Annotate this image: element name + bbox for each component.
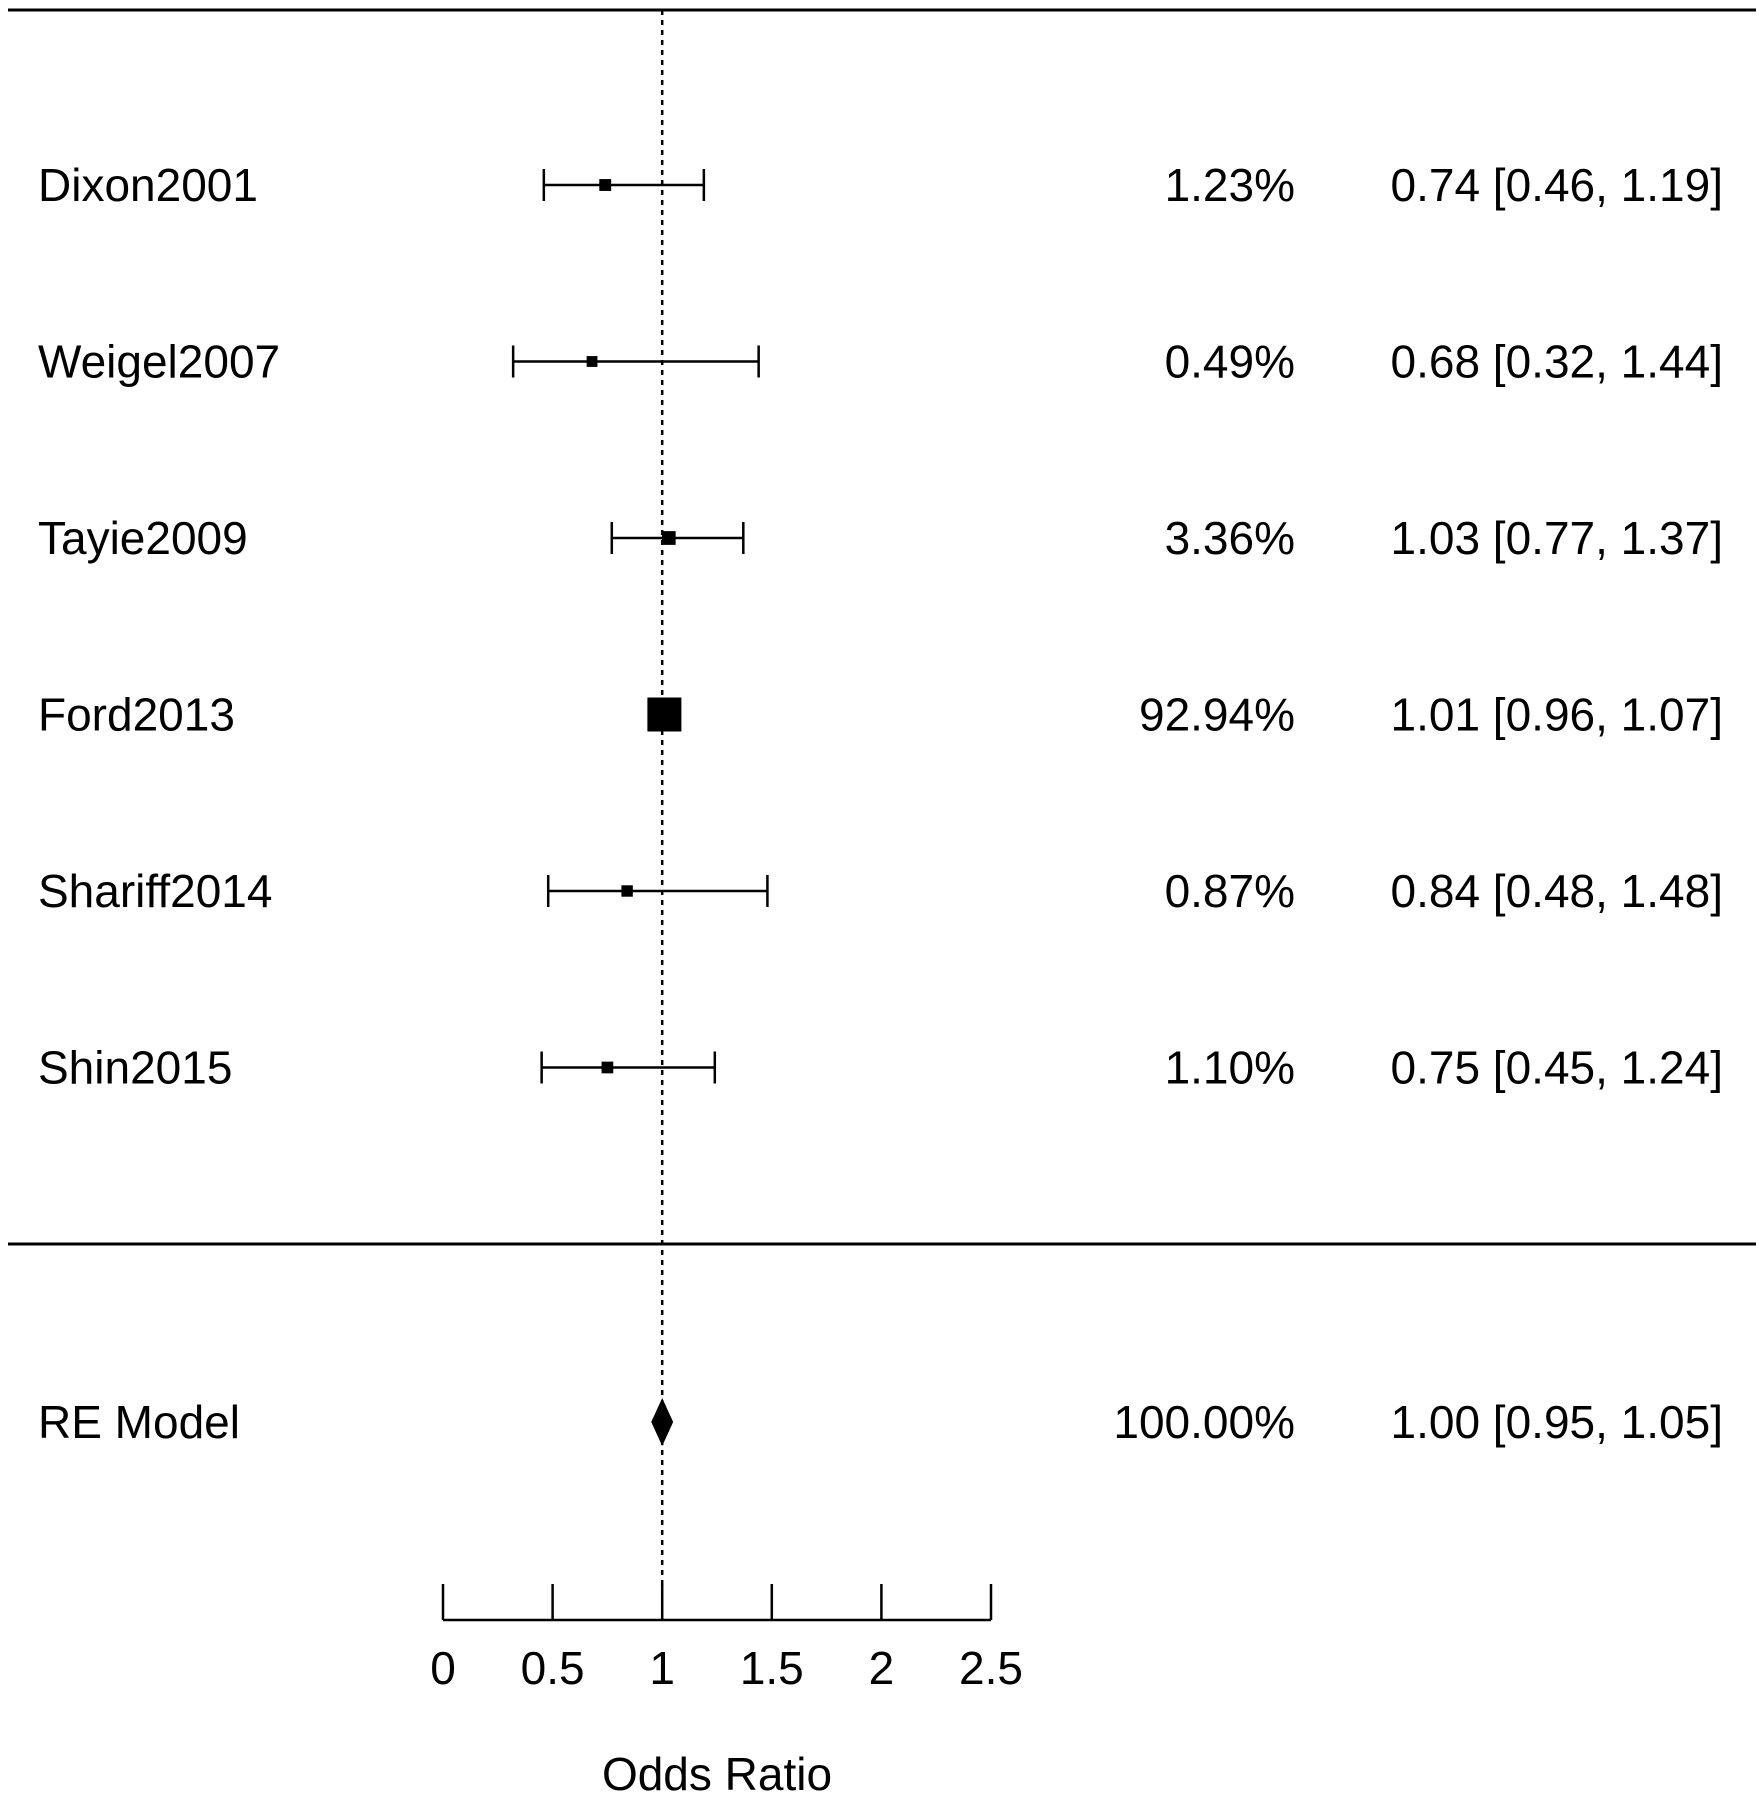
study-row: Tayie2009 3.36% 1.03 [0.77, 1.37] (38, 512, 1723, 564)
effect-square (621, 885, 633, 897)
study-label: Tayie2009 (38, 512, 248, 564)
study-row: Ford2013 92.94% 1.01 [0.96, 1.07] (38, 689, 1723, 741)
study-row: Shariff2014 0.87% 0.84 [0.48, 1.48] (38, 865, 1723, 917)
x-tick-label: 2.5 (959, 1642, 1023, 1694)
x-tick-label: 0.5 (521, 1642, 585, 1694)
weight-label: 1.10% (1165, 1042, 1295, 1094)
study-label: Ford2013 (38, 689, 235, 741)
study-rows: Dixon2001 1.23% 0.74 [0.46, 1.19] Weigel200… (38, 159, 1723, 1094)
ci-label: 1.01 [0.96, 1.07] (1391, 689, 1724, 741)
summary-label: RE Model (38, 1396, 240, 1448)
x-tick-label: 0 (430, 1642, 456, 1694)
study-label: Shariff2014 (38, 865, 272, 917)
effect-square (586, 356, 598, 367)
study-label: Weigel2007 (38, 336, 280, 388)
effect-square (661, 531, 676, 545)
effect-square (599, 179, 612, 191)
study-label: Dixon2001 (38, 159, 258, 211)
ci-label: 0.75 [0.45, 1.24] (1391, 1042, 1724, 1094)
weight-label: 0.87% (1165, 865, 1295, 917)
study-row: Dixon2001 1.23% 0.74 [0.46, 1.19] (38, 159, 1723, 211)
x-tick-label: 1.5 (740, 1642, 804, 1694)
study-row: Weigel2007 0.49% 0.68 [0.32, 1.44] (38, 336, 1723, 388)
ci-label: 0.68 [0.32, 1.44] (1391, 336, 1724, 388)
x-tick-label: 1 (649, 1642, 675, 1694)
ci-label: 0.74 [0.46, 1.19] (1391, 159, 1724, 211)
summary-ci-label: 1.00 [0.95, 1.05] (1391, 1396, 1724, 1448)
effect-square (601, 1061, 614, 1074)
x-axis-label: Odds Ratio (602, 1748, 832, 1800)
weight-label: 0.49% (1165, 336, 1295, 388)
weight-label: 1.23% (1165, 159, 1295, 211)
ci-label: 1.03 [0.77, 1.37] (1391, 512, 1724, 564)
summary-row: RE Model 100.00% 1.00 [0.95, 1.05] (38, 1396, 1723, 1448)
summary-diamond (651, 1398, 674, 1446)
study-label: Shin2015 (38, 1042, 232, 1094)
weight-label: 92.94% (1139, 689, 1295, 741)
weight-label: 3.36% (1165, 512, 1295, 564)
effect-square (647, 697, 682, 732)
x-tick-label: 2 (869, 1642, 895, 1694)
study-row: Shin2015 1.10% 0.75 [0.45, 1.24] (38, 1042, 1723, 1094)
ci-label: 0.84 [0.48, 1.48] (1391, 865, 1724, 917)
summary-weight-label: 100.00% (1113, 1396, 1295, 1448)
x-axis: 0 0.5 1 1.5 2 2.5 (430, 1584, 1023, 1694)
